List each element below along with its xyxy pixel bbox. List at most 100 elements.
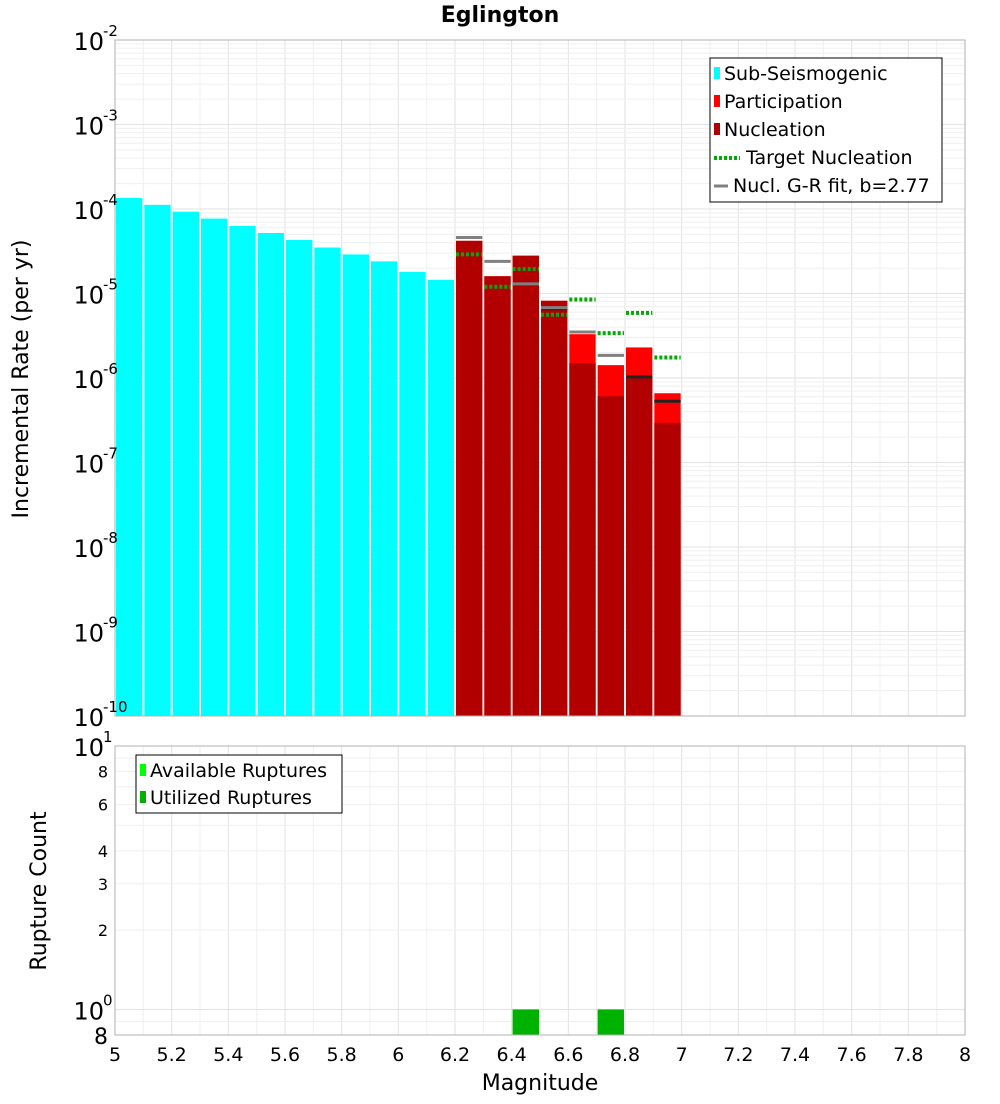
sub-seismogenic-bar (229, 225, 256, 716)
top-grid (114, 40, 966, 717)
x-axis-label: Magnitude (482, 1071, 599, 1096)
sub-seismogenic-bar (427, 279, 454, 716)
bottom-y-axis-label: Rupture Count (27, 811, 52, 971)
legend-swatch (140, 764, 146, 776)
x-tick-label: 7.8 (893, 1044, 923, 1066)
chart-title: Eglington (441, 3, 560, 28)
x-tick-label: 5.4 (213, 1044, 243, 1066)
bottom-y-minor-tick-label: 8 (94, 1025, 108, 1050)
top-y-tick-label: 10 -6 (73, 360, 118, 394)
legend-label: Available Ruptures (150, 760, 327, 782)
sub-seismogenic-bar (371, 261, 398, 716)
top-y-tick-exponent: -9 (103, 614, 118, 632)
x-tick-label: 6.4 (497, 1044, 527, 1066)
top-y-tick-base: 10 (73, 535, 104, 563)
sub-seismogenic-bar (172, 211, 199, 716)
bottom-y-tick-base: 10 (73, 734, 104, 762)
bottom-y-tick-base: 10 (73, 997, 104, 1025)
bottom-legend: Available Ruptures Utilized Ruptures (135, 754, 343, 814)
nucleation-bar (569, 363, 596, 716)
top-y-tick-label: 10 -10 (73, 698, 127, 732)
top-y-tick-base: 10 (73, 451, 104, 479)
top-y-tick-base: 10 (73, 704, 104, 732)
sub-seismogenic-bar (399, 271, 426, 716)
top-plot-border (114, 39, 966, 717)
top-y-tick-base: 10 (73, 282, 104, 310)
bottom-y-minor-tick-label: 2 (98, 921, 108, 940)
bottom-y-minor-tick-label: 6 (98, 795, 108, 814)
top-y-tick-exponent: -4 (103, 191, 118, 209)
sub-seismogenic-bar (286, 239, 313, 716)
utilized-ruptures-bar (597, 1009, 624, 1035)
top-y-tick-base: 10 (73, 113, 104, 141)
top-legend: Sub-Seismogenic Participation Nucleation Ta… (709, 57, 943, 203)
nucleation-bar (626, 376, 653, 716)
sub-seismogenic-bar (314, 247, 341, 716)
sub-seismogenic-bar (342, 254, 369, 716)
top-y-tick-label: 10 -8 (73, 529, 118, 563)
top-y-tick-label: 10 -4 (73, 191, 118, 225)
sub-seismogenic-bar (201, 218, 228, 716)
bottom-y-tick-exponent: 0 (103, 991, 113, 1009)
nucleation-bar (541, 300, 568, 716)
x-tick-label: 6.8 (610, 1044, 640, 1066)
top-y-tick-exponent: -6 (103, 360, 118, 378)
bottom-grid (114, 745, 966, 1035)
x-tick-label: 7 (676, 1044, 688, 1066)
nucleation-bar (597, 396, 624, 716)
x-tick-label: 7.2 (723, 1044, 753, 1066)
top-y-tick-exponent: -3 (103, 107, 118, 125)
bottom-legend-box (135, 754, 343, 814)
bottom-y-major-tick-label: 10 1 (73, 728, 112, 762)
top-y-tick-exponent: -5 (103, 276, 118, 294)
top-y-tick-exponent: -7 (103, 445, 118, 463)
nucleation-bar (456, 240, 483, 716)
top-y-tick-base: 10 (73, 620, 104, 648)
top-y-tick-exponent: -2 (103, 22, 118, 40)
legend-label: Nucl. G-R fit, b=2.77 (733, 175, 930, 197)
nucleation-bar (654, 422, 681, 716)
top-y-tick-label: 10 -3 (73, 107, 118, 141)
legend-label: Target Nucleation (745, 147, 913, 169)
x-tick-label: 7.6 (837, 1044, 867, 1066)
top-y-tick-exponent: -8 (103, 529, 118, 547)
sub-seismogenic-bar (116, 197, 143, 716)
nucleation-bar (512, 255, 539, 716)
legend-swatch (714, 123, 720, 135)
legend-swatch (714, 95, 720, 107)
bottom-y-major-tick-label: 10 0 (73, 991, 112, 1025)
legend-swatch (714, 67, 720, 79)
bottom-y-minor-tick-label: 4 (98, 842, 108, 861)
top-y-tick-base: 10 (73, 28, 104, 56)
legend-label: Sub-Seismogenic (724, 63, 888, 85)
bottom-y-minor-tick-label: 8 (98, 763, 108, 782)
nucleation-bar (484, 276, 511, 716)
legend-label: Utilized Ruptures (150, 787, 312, 809)
x-tick-label: 5 (109, 1044, 121, 1066)
top-y-tick-label: 10 -9 (73, 614, 118, 648)
x-tick-label: 5.8 (327, 1044, 357, 1066)
top-y-tick-label: 10 -5 (73, 276, 118, 310)
bottom-plot-border (114, 745, 966, 1036)
x-tick-label: 5.6 (270, 1044, 300, 1066)
top-y-tick-label: 10 -2 (73, 22, 118, 56)
top-y-tick-base: 10 (73, 366, 104, 394)
top-legend-box (709, 57, 943, 203)
x-tick-label: 8 (959, 1044, 971, 1066)
x-tick-label: 6.2 (440, 1044, 470, 1066)
legend-swatch (140, 791, 146, 803)
x-tick-label: 7.4 (780, 1044, 810, 1066)
legend-label: Nucleation (724, 119, 826, 141)
x-tick-label: 6 (392, 1044, 404, 1066)
x-tick-label: 6.6 (553, 1044, 583, 1066)
bottom-y-tick-exponent: 1 (103, 728, 113, 746)
legend-label: Participation (724, 91, 843, 113)
utilized-ruptures-bar (512, 1009, 539, 1035)
bottom-y-minor-tick-label: 3 (98, 875, 108, 894)
sub-seismogenic-bar (257, 232, 284, 716)
top-y-tick-label: 10 -7 (73, 445, 118, 479)
sub-seismogenic-bar (144, 204, 171, 717)
top-y-axis-label: Incremental Rate (per yr) (9, 240, 34, 519)
